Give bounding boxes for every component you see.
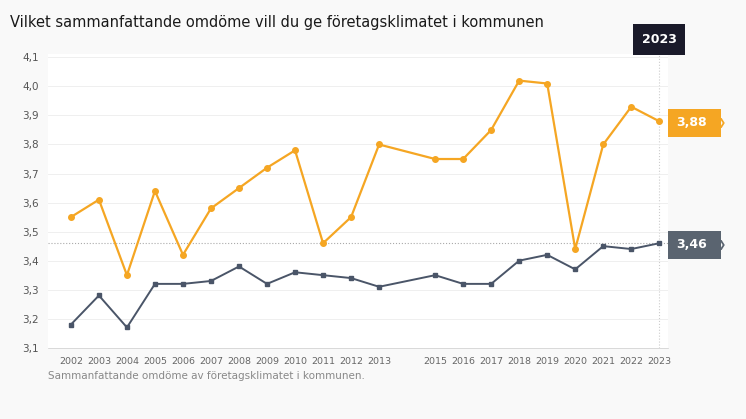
Text: ❯: ❯ bbox=[718, 118, 726, 128]
Text: 3,88: 3,88 bbox=[677, 116, 707, 129]
Text: Sammanfattande omdöme av företagsklimatet i kommunen.: Sammanfattande omdöme av företagsklimate… bbox=[48, 371, 366, 381]
Text: Vilket sammanfattande omdöme vill du ge företagsklimatet i kommunen: Vilket sammanfattande omdöme vill du ge … bbox=[10, 15, 544, 30]
Text: 3,46: 3,46 bbox=[677, 238, 707, 251]
Text: 2023: 2023 bbox=[642, 33, 677, 46]
Text: ❯: ❯ bbox=[718, 240, 726, 250]
